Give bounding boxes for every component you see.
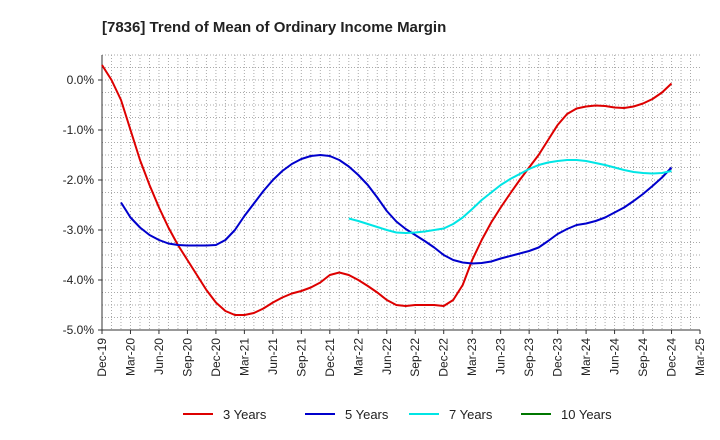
x-tick-label: Jun-20	[152, 338, 166, 375]
x-tick-label: Jun-21	[266, 338, 280, 375]
legend-label: 7 Years	[449, 407, 493, 422]
x-tick-label: Dec-22	[437, 338, 451, 377]
x-tick-label: Jun-23	[494, 338, 508, 375]
plot-background	[102, 55, 700, 330]
x-tick-label: Sep-24	[636, 338, 650, 377]
x-tick-label: Dec-19	[95, 338, 109, 377]
chart-title: [7836] Trend of Mean of Ordinary Income …	[102, 19, 446, 36]
y-tick-label: 0.0%	[67, 73, 95, 87]
y-tick-label: -4.0%	[63, 273, 95, 287]
y-tick-label: -2.0%	[63, 173, 95, 187]
x-tick-label: Dec-24	[665, 338, 679, 377]
x-tick-label: Jun-24	[608, 338, 622, 375]
grid-lines	[102, 54, 700, 331]
y-tick-label: -5.0%	[63, 323, 95, 337]
y-tick-label: -3.0%	[63, 223, 95, 237]
x-tick-label: Mar-25	[693, 338, 707, 376]
legend-label: 3 Years	[223, 407, 267, 422]
x-tick-label: Sep-20	[180, 338, 194, 377]
x-tick-label: Dec-23	[551, 338, 565, 377]
x-tick-label: Sep-23	[522, 338, 536, 377]
x-tick-label: Sep-22	[408, 338, 422, 377]
y-axis-ticks: 0.0% -1.0% -2.0% -3.0% -4.0% -5.0%	[63, 73, 102, 337]
legend: 3 Years 5 Years 7 Years 10 Years	[183, 407, 612, 422]
series-lines	[101, 64, 673, 316]
series-line-3-years	[101, 64, 673, 316]
legend-label: 5 Years	[345, 407, 389, 422]
x-tick-label: Mar-22	[351, 338, 365, 376]
x-tick-label: Sep-21	[294, 338, 308, 377]
x-axis-ticks: Dec-19 Mar-20 Jun-20 Sep-20 Dec-20 Mar-21 Jun-…	[95, 330, 707, 377]
x-tick-label: Dec-21	[323, 338, 337, 377]
plot-area	[102, 55, 700, 330]
x-tick-label: Jun-22	[380, 338, 394, 375]
x-tick-label: Mar-23	[465, 338, 479, 376]
axes	[101, 55, 700, 331]
x-tick-label: Mar-20	[123, 338, 137, 376]
y-tick-label: -1.0%	[63, 123, 95, 137]
series-line-7-years	[348, 159, 672, 234]
legend-label: 10 Years	[561, 407, 612, 422]
x-tick-label: Mar-24	[579, 338, 593, 376]
series-line-5-years	[120, 154, 673, 265]
x-tick-label: Dec-20	[209, 338, 223, 377]
x-tick-label: Mar-21	[237, 338, 251, 376]
